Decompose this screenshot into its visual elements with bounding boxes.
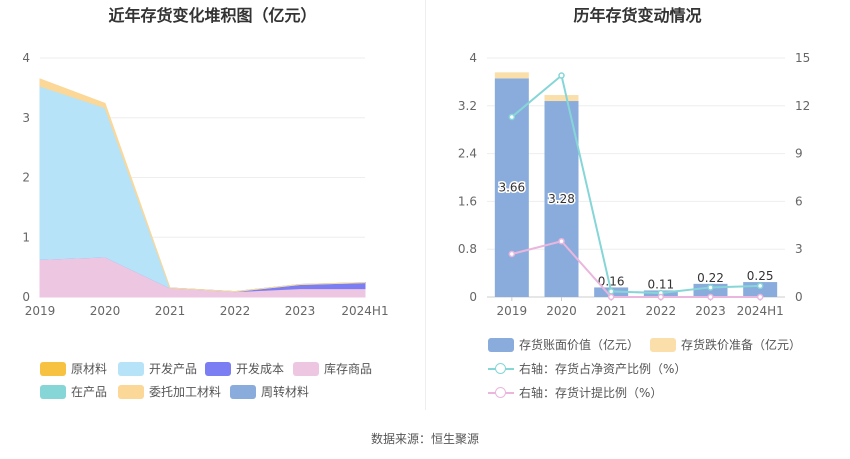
line-point [558,237,565,245]
x-tick-label: 2022 [646,304,677,318]
bar-data-label: 0.11 [647,277,674,291]
left-stacked-area-chart: 0 1 2 3 4 2019 2020 2021 2022 2023 2024H1 [22,51,388,318]
x-tick-label: 2022 [220,304,251,318]
legend-swatch [488,386,514,400]
line-point [607,293,615,301]
line-point [756,293,764,301]
legend-item-在产品[interactable]: 在产品 [40,383,107,400]
legend-swatch [488,362,514,376]
x-tick-label: 2021 [155,304,186,318]
legend-item-1[interactable]: 存货跌价准备（亿元） [650,336,801,353]
legend-item-原材料[interactable]: 原材料 [40,360,107,377]
x-tick-label: 2023 [695,304,726,318]
y-tick-label: 3 [22,111,30,125]
legend-swatch [488,337,514,352]
line-point [707,293,714,301]
data-source-note: 数据来源：恒生聚源 [370,432,479,446]
legend-label: 开发产品 [149,362,198,376]
line-point [558,72,565,79]
y-left-tick-label: 0.8 [458,242,477,256]
y-right-tick-label: 9 [795,147,803,161]
x-tick-label: 2019 [497,304,528,318]
legend-swatch [205,361,231,376]
y-left-tick-label: 1.6 [458,194,477,208]
legend-swatch [118,384,144,399]
area-库存商品 [39,256,366,298]
bar-impairment [494,72,529,79]
y-left-tick-label: 0 [469,290,477,304]
line-point [657,293,665,301]
legend-item-开发产品[interactable]: 开发产品 [118,360,197,377]
y-left-tick-label: 4 [469,51,477,65]
y-right-tick-label: 15 [795,51,810,65]
panel-divider [425,0,426,410]
bar-data-label: 0.16 [598,274,625,288]
legend-item-0[interactable]: 存货账面价值（亿元） [488,336,639,353]
legend-swatch [293,361,319,376]
right-bar-line-chart: 0 0.8 1.6 2.4 3.2 4 0 3 6 9 12 15 2019 2020 2021 2022 20… [458,51,810,318]
x-tick-label: 2020 [90,304,121,318]
bar-data-label: 0.22 [697,271,724,285]
legend-item-2[interactable]: 右轴：存货占净资产比例（%） [488,360,686,377]
line-provision-ratio [511,240,761,298]
legend-item-开发成本[interactable]: 开发成本 [205,360,284,377]
right-chart-title: 历年存货变动情况 [573,6,702,25]
legend-swatch [650,337,676,352]
y-right-tick-label: 12 [795,99,810,113]
area-委托加工材料 [39,78,366,293]
legend-label: 周转材料 [261,385,310,399]
y-tick-label: 0 [22,290,30,304]
bar-impairment [544,95,579,102]
y-tick-label: 1 [22,230,30,244]
y-right-tick-label: 0 [795,290,803,304]
line-point [756,282,764,290]
legend-swatch [118,361,144,376]
legend-swatch [230,384,256,399]
line-asset-ratio [511,73,761,295]
x-tick-label: 2024H1 [341,304,388,318]
y-left-tick-label: 2.4 [458,147,477,161]
bar-data-label: 3.28 [548,192,575,206]
y-tick-label: 2 [22,171,30,185]
line-point [607,288,615,295]
bar-book-value [544,101,579,298]
legend-label: 右轴：存货占净资产比例（%） [519,362,687,376]
line-point [508,113,516,121]
bar-data-label: 3.66 [498,181,525,195]
legend-label: 委托加工材料 [149,385,222,399]
legend-item-委托加工材料[interactable]: 委托加工材料 [118,383,221,400]
y-right-tick-label: 6 [795,194,803,208]
legend-label: 开发成本 [236,362,285,376]
x-tick-label: 2020 [546,304,577,318]
legend-item-周转材料[interactable]: 周转材料 [230,383,309,400]
y-left-tick-label: 3.2 [458,99,477,113]
legend-label: 右轴：存货计提比例（%） [519,386,663,400]
left-chart-title: 近年存货变化堆积图（亿元） [108,6,317,25]
legend-item-3[interactable]: 右轴：存货计提比例（%） [488,384,662,401]
y-right-tick-label: 3 [795,242,803,256]
legend-label: 存货跌价准备（亿元） [681,338,802,352]
legend-label: 在产品 [71,385,108,399]
legend-label: 库存商品 [324,362,373,376]
legend-label: 原材料 [71,362,108,376]
x-tick-label: 2021 [596,304,627,318]
y-tick-label: 4 [22,51,30,65]
x-tick-label: 2019 [25,304,56,318]
legend-item-库存商品[interactable]: 库存商品 [293,360,372,377]
legend-label: 存货账面价值（亿元） [519,338,640,352]
x-tick-label: 2024H1 [737,304,784,318]
legend-swatch [40,384,66,399]
legend-swatch [40,361,66,376]
line-point [508,250,516,258]
line-point [707,284,714,291]
x-tick-label: 2023 [285,304,316,318]
bar-data-label: 0.25 [747,269,774,283]
